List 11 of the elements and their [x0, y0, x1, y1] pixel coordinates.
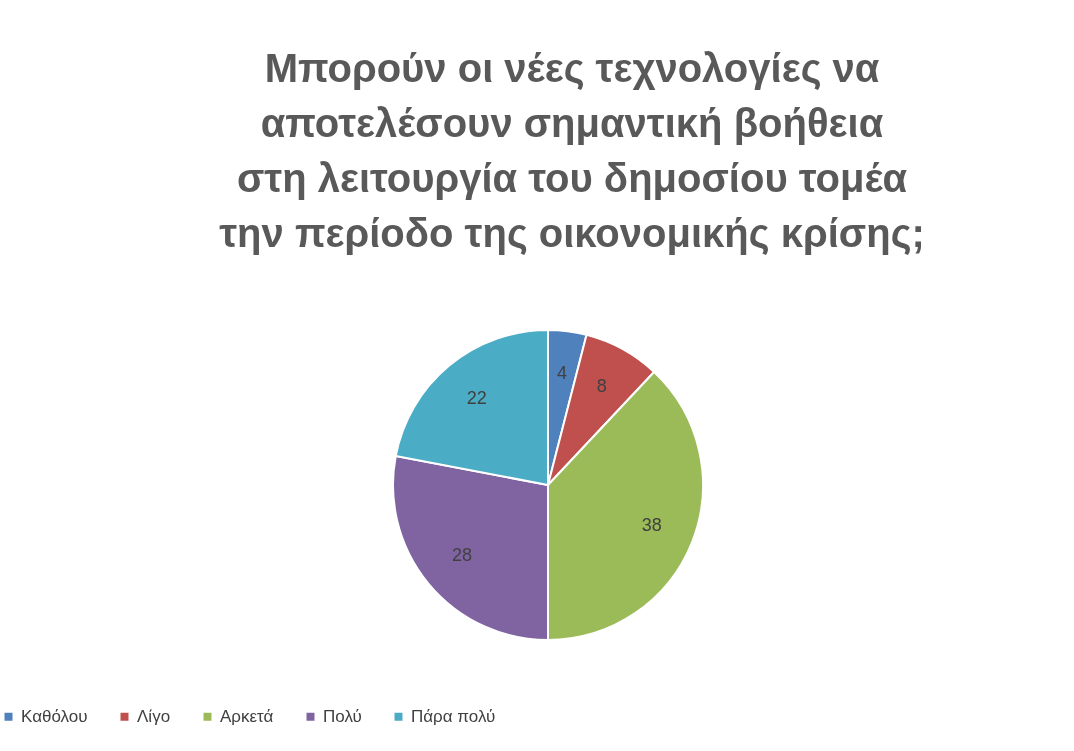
data-label: 38	[641, 515, 662, 536]
legend-label: Λίγο	[137, 706, 171, 726]
data-label: 28	[452, 545, 473, 566]
legend-label: Πάρα πολύ	[411, 706, 496, 726]
legend-label: Πολύ	[323, 706, 362, 726]
data-label: 8	[596, 376, 607, 397]
chart-title: Μπορούν οι νέες τεχνολογίες να αποτελέσουν σημαντική βοήθεια στη λειτουργία του δημοσίου τομέα την περίοδο της οικονομικής κρίσης;	[219, 46, 925, 256]
legend-label: Αρκετά	[220, 706, 274, 726]
data-label: 22	[466, 388, 487, 409]
data-label: 4	[556, 363, 567, 384]
legend-label: Καθόλου	[21, 706, 88, 726]
